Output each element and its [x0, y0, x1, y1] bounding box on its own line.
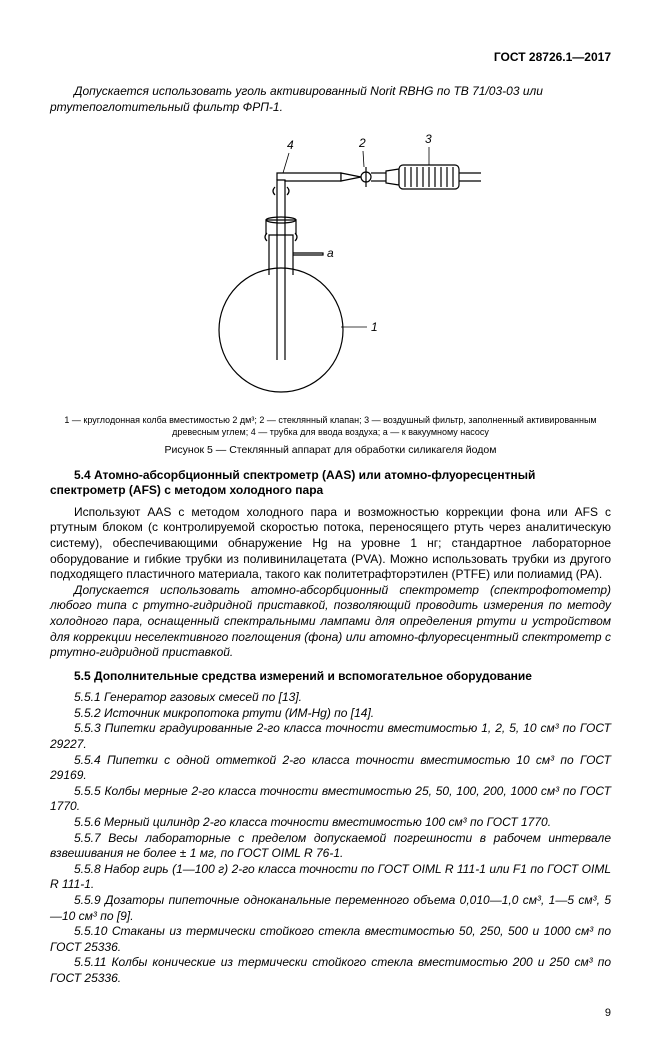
- figure-legend: 1 — круглодонная колба вместимостью 2 дм…: [50, 415, 611, 438]
- label-2: 2: [358, 136, 366, 150]
- label-a: а: [327, 246, 334, 260]
- label-1: 1: [371, 320, 378, 334]
- page-number: 9: [50, 1007, 611, 1019]
- s54-p1: Используют AAS с методом холодного пара …: [50, 505, 611, 583]
- item-5-5-8: 5.5.8 Набор гирь (1—100 г) 2-го класса т…: [50, 862, 611, 893]
- item-5-5-6: 5.5.6 Мерный цилиндр 2-го класса точност…: [50, 815, 611, 831]
- item-5-5-3: 5.5.3 Пипетки градуированные 2-го класса…: [50, 721, 611, 752]
- figure-title: Рисунок 5 — Стеклянный аппарат для обраб…: [50, 444, 611, 456]
- apparatus-diagram: 4 2 3 1 а: [171, 125, 491, 405]
- item-5-5-4: 5.5.4 Пипетки с одной отметкой 2-го клас…: [50, 753, 611, 784]
- label-3: 3: [425, 132, 432, 146]
- item-5-5-11: 5.5.11 Колбы конические из термически ст…: [50, 955, 611, 986]
- figure-5: 4 2 3 1 а: [50, 125, 611, 405]
- item-5-5-1: 5.5.1 Генератор газовых смесей по [13].: [50, 690, 611, 706]
- item-5-5-9: 5.5.9 Дозаторы пипеточные одноканальные …: [50, 893, 611, 924]
- page-container: ГОСТ 28726.1—2017 Допускается использова…: [0, 0, 661, 1049]
- item-5-5-7: 5.5.7 Весы лабораторные с пределом допус…: [50, 831, 611, 862]
- section-5-5-title: 5.5 Дополнительные средства измерений и …: [50, 669, 611, 685]
- item-5-5-2: 5.5.2 Источник микропотока ртути (ИМ-Hg)…: [50, 706, 611, 722]
- section-5-4-title: 5.4 Атомно-абсорбционный спектрометр (AA…: [50, 468, 611, 499]
- doc-code: ГОСТ 28726.1—2017: [50, 50, 611, 64]
- item-5-5-5: 5.5.5 Колбы мерные 2-го класса точности …: [50, 784, 611, 815]
- intro-paragraph: Допускается использовать уголь активиров…: [50, 84, 611, 115]
- item-5-5-10: 5.5.10 Стаканы из термически стойкого ст…: [50, 924, 611, 955]
- s54-p2: Допускается использовать атомно-абсорбци…: [50, 583, 611, 661]
- label-4: 4: [287, 138, 294, 152]
